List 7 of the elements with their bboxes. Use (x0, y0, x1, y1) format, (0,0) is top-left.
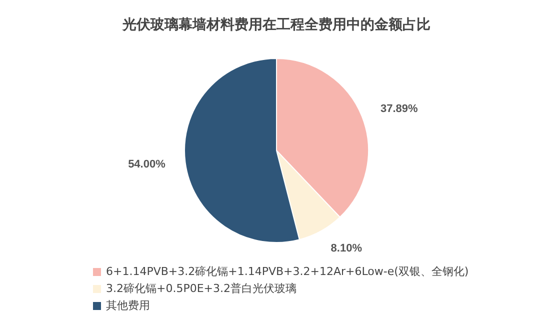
data-label: 54.00% (128, 158, 166, 171)
legend-label: 3.2碲化镉+0.5P0E+3.2普白光伏玻璃 (106, 281, 296, 297)
data-label: 8.10% (330, 242, 362, 254)
data-label: 37.89% (380, 102, 418, 115)
chart-title: 光伏玻璃幕墙材料费用在工程全费用中的金额占比 (121, 16, 432, 35)
legend-label: 6+1.14PVB+3.2碲化镉+1.14PVB+3.2+12Ar+6Low-e(双银、全钢化) (106, 264, 469, 280)
legend-label: 其他费用 (106, 298, 150, 314)
